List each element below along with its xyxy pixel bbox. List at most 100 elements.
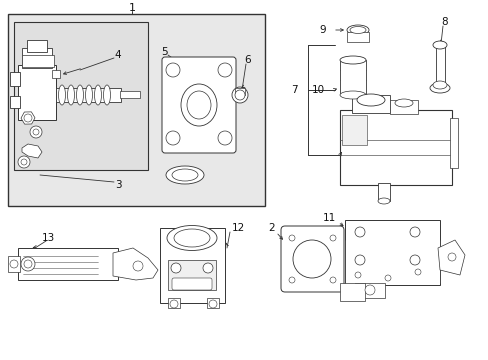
Text: 6: 6 (244, 55, 251, 65)
Ellipse shape (172, 169, 198, 181)
Circle shape (133, 261, 142, 271)
Ellipse shape (292, 240, 330, 278)
Text: 11: 11 (322, 213, 335, 223)
Ellipse shape (432, 81, 446, 89)
Ellipse shape (346, 25, 368, 35)
Circle shape (231, 87, 247, 103)
Circle shape (409, 255, 419, 265)
Ellipse shape (356, 94, 384, 106)
FancyBboxPatch shape (172, 278, 212, 290)
Circle shape (218, 131, 231, 145)
Bar (168, 260, 216, 290)
Text: 8: 8 (441, 17, 447, 27)
Circle shape (170, 300, 178, 308)
FancyBboxPatch shape (281, 226, 343, 292)
Circle shape (24, 260, 32, 268)
Bar (18, 65, 56, 120)
Ellipse shape (165, 166, 203, 184)
Bar (22, 55, 54, 67)
Circle shape (10, 260, 18, 268)
Ellipse shape (59, 85, 65, 105)
Bar (168, 298, 180, 308)
Text: 12: 12 (231, 223, 244, 233)
Ellipse shape (167, 225, 217, 251)
Bar (339, 60, 365, 95)
Bar (449, 118, 457, 168)
Ellipse shape (94, 85, 102, 105)
Text: 3: 3 (115, 180, 121, 190)
Text: 9: 9 (319, 25, 325, 35)
Text: 2: 2 (268, 223, 274, 233)
Bar (10, 72, 20, 86)
Circle shape (288, 277, 294, 283)
Circle shape (364, 285, 374, 295)
Circle shape (329, 235, 335, 241)
Bar (339, 110, 451, 185)
Ellipse shape (339, 91, 365, 99)
Ellipse shape (174, 229, 209, 247)
Polygon shape (113, 248, 158, 280)
Bar (18, 248, 118, 280)
Circle shape (414, 269, 420, 275)
Bar (389, 100, 417, 114)
FancyBboxPatch shape (162, 57, 236, 153)
Ellipse shape (76, 85, 83, 105)
Circle shape (165, 63, 180, 77)
Bar (56, 88, 121, 102)
Circle shape (24, 114, 32, 122)
Text: 7: 7 (291, 85, 297, 95)
Bar (10, 96, 20, 108)
Ellipse shape (103, 85, 110, 105)
Bar (435, 45, 444, 85)
Circle shape (33, 129, 39, 135)
Bar (120, 91, 140, 98)
Bar (339, 283, 364, 301)
Ellipse shape (394, 99, 412, 107)
Ellipse shape (349, 27, 365, 33)
Circle shape (354, 272, 360, 278)
Text: 13: 13 (41, 233, 55, 243)
Ellipse shape (67, 85, 74, 105)
Circle shape (21, 159, 27, 165)
Circle shape (218, 63, 231, 77)
Circle shape (30, 126, 42, 138)
Circle shape (171, 263, 181, 273)
Ellipse shape (429, 83, 449, 93)
Ellipse shape (339, 56, 365, 64)
Text: 4: 4 (115, 50, 121, 60)
Circle shape (208, 300, 217, 308)
Bar (8, 14, 264, 206)
Polygon shape (22, 144, 42, 158)
Circle shape (329, 277, 335, 283)
Ellipse shape (181, 84, 217, 126)
Circle shape (203, 263, 213, 273)
Ellipse shape (186, 91, 210, 119)
Circle shape (21, 257, 35, 271)
Bar (235, 88, 244, 95)
Bar (160, 228, 224, 303)
Ellipse shape (85, 85, 92, 105)
Circle shape (384, 275, 390, 281)
Bar (377, 183, 389, 201)
Bar (52, 70, 60, 78)
Ellipse shape (432, 41, 446, 49)
Bar (351, 95, 389, 113)
Circle shape (409, 227, 419, 237)
Circle shape (354, 255, 364, 265)
Circle shape (235, 90, 244, 100)
Text: 1: 1 (128, 3, 135, 13)
Circle shape (288, 235, 294, 241)
Ellipse shape (377, 198, 389, 204)
Bar (8, 256, 20, 272)
Polygon shape (437, 240, 464, 275)
Text: 5: 5 (162, 47, 168, 57)
Circle shape (354, 227, 364, 237)
Circle shape (165, 131, 180, 145)
Bar (206, 298, 219, 308)
Bar (14, 22, 148, 170)
Circle shape (18, 156, 30, 168)
Text: 10: 10 (311, 85, 324, 95)
Bar (345, 220, 439, 285)
Bar (354, 283, 384, 298)
Bar (346, 32, 368, 42)
